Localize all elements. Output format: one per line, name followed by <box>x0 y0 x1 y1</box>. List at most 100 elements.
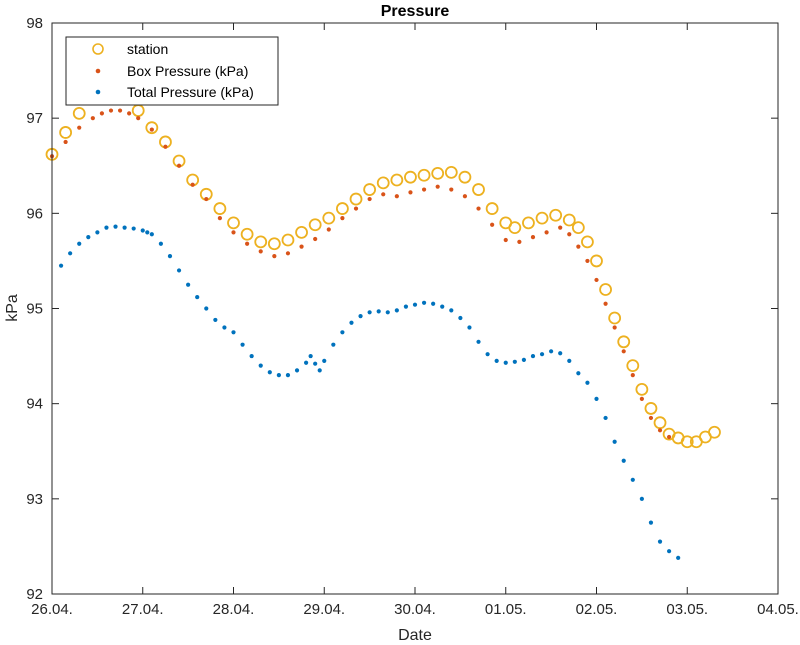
pressure-point <box>353 206 359 211</box>
pressure-point <box>476 206 481 211</box>
station-point <box>254 235 268 249</box>
pressure-point <box>149 232 154 237</box>
legend-label-station: station <box>127 41 168 57</box>
pressure-point <box>440 304 445 309</box>
station-point <box>562 213 576 227</box>
station-point <box>626 359 640 373</box>
station-point <box>59 126 73 139</box>
pressure-point <box>530 353 536 359</box>
pressure-point <box>204 196 209 202</box>
pressure-point <box>630 477 635 482</box>
pressure-point <box>340 330 345 335</box>
pressure-point <box>145 230 150 235</box>
pressure-point <box>567 232 572 237</box>
pressure-point <box>77 125 82 130</box>
pressure-point <box>576 244 581 249</box>
pressure-point <box>113 224 118 229</box>
pressure-point <box>639 496 644 501</box>
pressure-point <box>136 116 141 121</box>
pressure-point <box>190 182 195 187</box>
pressure-point <box>657 539 663 544</box>
pressure-point <box>131 226 136 231</box>
x-tick-label: 29.04. <box>303 601 345 618</box>
pressure-point <box>231 230 236 235</box>
pressure-point <box>294 368 300 373</box>
legend-label-total-pressure: Total Pressure (kPa) <box>127 84 254 100</box>
pressure-point <box>431 301 436 306</box>
pressure-point <box>639 396 644 402</box>
pressure-point <box>621 458 626 463</box>
pressure-point <box>299 244 304 249</box>
pressure-point <box>381 192 386 197</box>
pressure-point <box>594 277 599 283</box>
pressure-point <box>176 268 182 273</box>
legend: station Box Pressure (kPa) Total Pressur… <box>65 36 279 106</box>
pressure-point <box>458 315 463 321</box>
station-point <box>617 335 631 349</box>
station-point <box>308 218 322 232</box>
station-point <box>680 435 694 449</box>
pressure-point <box>676 555 681 560</box>
station-point <box>635 382 649 396</box>
station-point <box>653 416 667 430</box>
x-tick-label: 26.04. <box>31 601 73 618</box>
pressure-point <box>367 196 372 202</box>
station-point <box>363 183 377 196</box>
pressure-point <box>376 309 381 314</box>
plot-background <box>52 23 778 594</box>
pressure-point <box>204 306 209 311</box>
pressure-point <box>326 227 331 232</box>
pressure-point <box>317 368 322 373</box>
station-point <box>145 121 159 135</box>
pressure-point <box>394 194 399 199</box>
station-point <box>267 237 281 251</box>
pressure-point <box>240 342 245 347</box>
pressure-point <box>258 363 263 368</box>
pressure-point <box>68 251 73 256</box>
pressure-point <box>539 352 545 357</box>
pressure-point <box>435 184 440 189</box>
y-tick-label: 93 <box>26 491 43 508</box>
pressure-point <box>517 239 522 244</box>
x-tick-label: 28.04. <box>213 601 255 618</box>
pressure-point <box>594 396 599 402</box>
pressure-point <box>394 308 399 313</box>
pressure-point <box>367 310 372 315</box>
y-axis-label: kPa <box>4 294 21 322</box>
pressure-point <box>648 520 654 525</box>
pressure-point <box>521 357 527 362</box>
legend-label-box-pressure: Box Pressure (kPa) <box>127 63 248 79</box>
station-point <box>444 166 458 179</box>
y-tick-label: 97 <box>26 110 43 127</box>
y-tick-label: 96 <box>26 205 43 222</box>
series-2 <box>58 224 681 560</box>
pressure-point <box>158 241 163 246</box>
x-tick-label: 02.05. <box>576 601 618 618</box>
pressure-point <box>490 222 495 227</box>
station-point <box>72 107 86 120</box>
pressure-point <box>245 241 250 246</box>
pressure-point <box>612 439 617 444</box>
pressure-point <box>585 258 590 264</box>
x-tick-label: 27.04. <box>122 601 164 618</box>
station-point <box>322 211 336 225</box>
pressure-point <box>186 282 191 287</box>
station-point <box>376 176 390 190</box>
pressure-point <box>77 241 82 246</box>
pressure-point <box>308 353 313 359</box>
pressure-point <box>86 235 91 240</box>
pressure-point <box>163 144 168 149</box>
station-point <box>522 216 535 230</box>
pressure-point <box>385 310 390 315</box>
pressure-point <box>340 215 345 221</box>
station-point <box>549 208 563 222</box>
pressure-point <box>612 325 617 330</box>
station-point <box>535 211 549 225</box>
pressure-point <box>544 230 549 235</box>
pressure-point <box>90 116 95 121</box>
pressure-point <box>217 215 222 221</box>
pressure-point <box>512 359 517 364</box>
station-point <box>599 283 612 296</box>
x-axis-label: Date <box>398 627 432 644</box>
